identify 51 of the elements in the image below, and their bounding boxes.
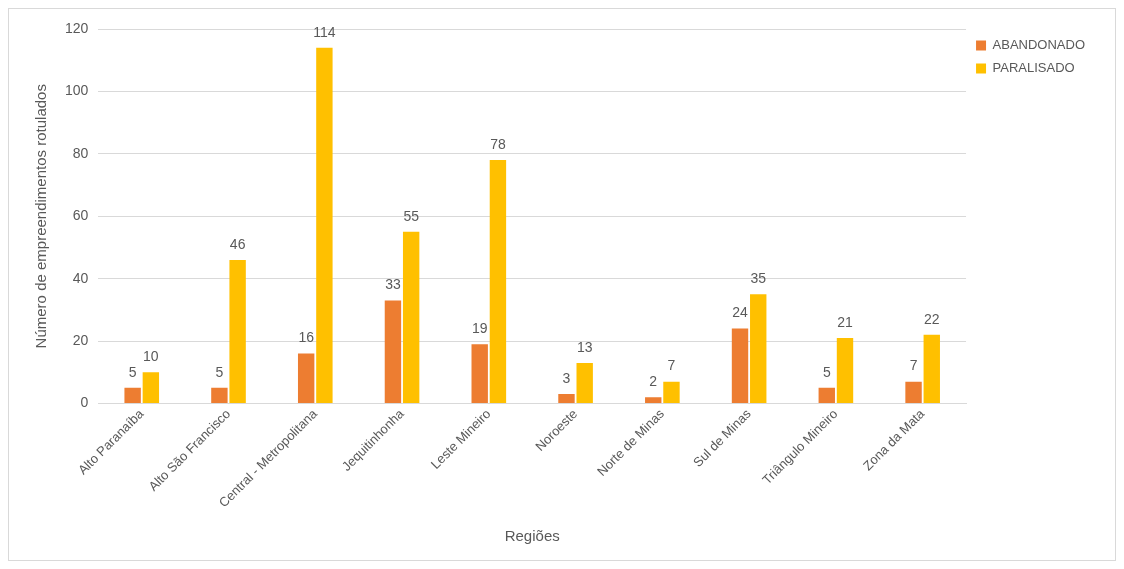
bar <box>818 387 835 403</box>
y-tick-label: 40 <box>72 269 89 286</box>
data-label: 33 <box>385 276 401 293</box>
bar <box>471 344 488 403</box>
y-tick-label: 20 <box>72 331 89 348</box>
y-tick-label: 80 <box>72 144 89 161</box>
bar <box>489 160 507 403</box>
bar <box>905 381 922 403</box>
bar <box>731 328 749 403</box>
bar <box>124 387 141 403</box>
data-label: 3 <box>562 369 571 386</box>
data-label: 35 <box>750 270 767 287</box>
bar <box>229 259 246 403</box>
y-tick-label: 60 <box>72 207 89 224</box>
bar <box>645 397 662 403</box>
bar <box>402 231 420 403</box>
data-label: 21 <box>837 313 853 330</box>
bar <box>316 47 333 403</box>
data-label: 2 <box>649 373 658 390</box>
bar <box>558 394 575 403</box>
bar <box>142 372 160 403</box>
x-axis-title: Regiões <box>504 527 560 545</box>
y-tick-label: 120 <box>65 19 89 36</box>
bar <box>211 387 228 403</box>
bar <box>836 337 854 403</box>
data-label: 114 <box>313 23 336 40</box>
bar <box>923 334 940 403</box>
data-label: 7 <box>667 357 676 374</box>
data-label: 78 <box>490 135 506 152</box>
y-tick-label: 0 <box>80 394 89 411</box>
data-label: 5 <box>822 363 831 380</box>
data-label: 13 <box>576 338 593 355</box>
data-label: 7 <box>909 357 918 374</box>
legend-label: PARALISADO <box>992 60 1075 76</box>
y-tick-label: 100 <box>65 82 89 99</box>
data-label: 46 <box>229 235 246 252</box>
data-label: 55 <box>403 207 420 224</box>
bar <box>576 362 593 403</box>
data-label: 5 <box>128 363 137 380</box>
bar <box>750 294 767 403</box>
data-label: 10 <box>143 348 159 365</box>
y-axis-title: Número de empreendimentos rotulados <box>32 84 50 349</box>
data-label: 24 <box>732 304 749 321</box>
bar <box>384 300 402 403</box>
bar <box>297 353 315 403</box>
data-label: 5 <box>215 363 224 380</box>
legend-label: ABANDONADO <box>992 37 1086 53</box>
data-label: 19 <box>471 320 488 337</box>
bar <box>663 381 680 403</box>
data-label: 22 <box>923 310 940 327</box>
data-label: 16 <box>298 329 315 346</box>
